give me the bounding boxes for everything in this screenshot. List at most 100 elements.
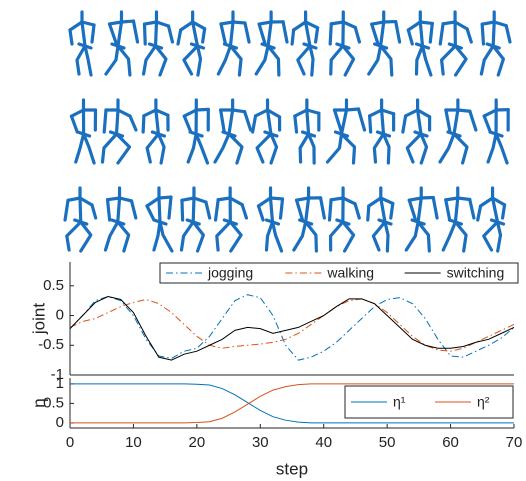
stick-limb [217,222,231,250]
legend-label: switching [447,265,505,281]
stick-limb [497,222,500,251]
stick-limb [191,44,203,48]
stick-limb [190,132,202,136]
stick-limb [184,116,190,132]
stick-limb [433,198,437,218]
x-tick-label: 60 [442,434,459,451]
stick-limb [118,188,120,222]
stick-limb [266,222,272,250]
stick-limb [446,200,450,220]
stick-limb [300,220,312,224]
stick-limb [82,12,85,46]
stick-limb [418,222,429,251]
stick-limb [443,222,455,250]
stick-limb [337,220,349,224]
stick-limb [316,28,318,42]
stick-limb [330,24,331,44]
stick-limb [446,198,470,200]
stick-limb [118,12,121,46]
stick-limb [105,222,117,250]
stick-limb [484,222,498,250]
stick-limb [409,200,415,220]
stick-limb [470,111,476,130]
stick-limb [262,44,274,48]
stick-limb [309,134,315,163]
stick-limb [292,30,293,44]
y-tick-label: 1 [56,375,64,392]
stick-limb [403,116,406,132]
stick-limb [109,24,116,44]
stick-limb [106,46,118,74]
stick-limb [430,23,432,42]
stick-limb [159,188,160,222]
stick-limb [343,46,354,75]
stick-limb [215,134,229,162]
stick-limb [147,134,158,162]
stick-limb [358,109,364,130]
stick-limb [117,100,118,134]
stick-limb [336,132,348,136]
stick-limb [178,30,181,44]
stick-limb [197,46,200,75]
stick-limb [271,188,273,222]
stick-limb [331,46,343,74]
stick-limb [206,202,210,218]
stick-limb [154,222,160,250]
stick-limb [481,46,493,74]
stick-limb [112,220,124,224]
stick-limb [265,132,277,136]
stick-limb [416,46,422,74]
series-line [70,296,514,360]
stick-limb [193,12,198,46]
stick-limb [383,134,389,163]
stick-limb [370,116,371,132]
stick-limb [158,134,164,163]
stick-limb [373,222,385,250]
series-line [70,299,514,351]
stick-limb [484,116,490,132]
stick-limb [229,134,242,163]
stick-limb [381,188,385,222]
legend-label: walking [326,265,374,281]
y-axis-label: η [29,398,48,407]
stick-limb [306,222,317,251]
stick-limb [271,134,277,163]
stick-limb [408,30,412,44]
stick-limb [343,222,354,251]
stick-limb [294,222,306,250]
stick-limb [156,100,159,134]
stick-limb [187,220,199,224]
stick-limb [503,205,505,218]
stick-limb [330,200,332,220]
stick-limb [412,220,424,224]
stick-limb [268,46,279,75]
stick-limb [454,134,467,163]
stick-limb [75,220,87,224]
stick-limb [334,110,341,132]
stick-limb [152,132,164,136]
stick-limb [449,220,461,224]
stick-limb [259,24,265,44]
y-tick-label: 0 [56,414,64,431]
stick-limb [229,100,233,134]
stick-limb [281,199,283,218]
stick-limb [257,134,271,162]
stick-limb [224,220,236,224]
stick-limb [181,222,193,250]
stick-limb [385,222,388,251]
x-tick-label: 0 [66,434,74,451]
legend-label: jogging [207,265,253,281]
stick-limb [482,24,483,44]
stick-limb [487,44,499,48]
stick-limb [203,29,205,42]
stick-limb [421,134,427,163]
stick-limb [448,132,460,136]
stick-limb [418,100,421,134]
stick-limb [478,206,481,220]
stick-limb [300,134,308,162]
stick-limb [420,12,422,46]
stick-limb [396,22,400,42]
stick-limb [342,100,347,134]
stick-limb [67,222,81,250]
stick-limb [84,134,94,163]
